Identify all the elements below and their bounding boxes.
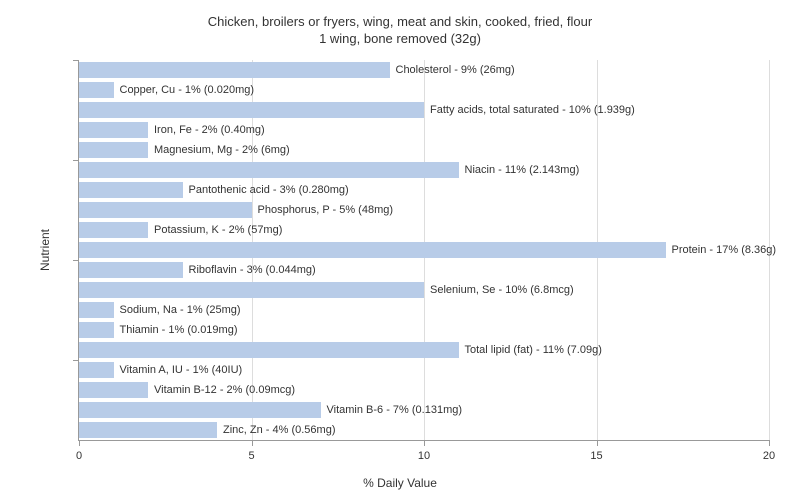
y-axis-label: Nutrient <box>38 229 52 271</box>
bar <box>79 142 148 158</box>
x-tick <box>79 440 80 446</box>
bar <box>79 222 148 238</box>
bar-label: Protein - 17% (8.36g) <box>666 242 777 258</box>
bar-label: Niacin - 11% (2.143mg) <box>459 162 580 178</box>
bar-label: Potassium, K - 2% (57mg) <box>148 222 282 238</box>
x-tick-label: 10 <box>418 450 430 462</box>
bar <box>79 282 424 298</box>
y-tick <box>73 160 79 161</box>
x-tick <box>424 440 425 446</box>
chart-title-line1: Chicken, broilers or fryers, wing, meat … <box>0 14 800 31</box>
bar <box>79 262 183 278</box>
chart-title: Chicken, broilers or fryers, wing, meat … <box>0 14 800 48</box>
x-tick-label: 0 <box>76 450 82 462</box>
bar <box>79 422 217 438</box>
bar-label: Vitamin A, IU - 1% (40IU) <box>114 362 243 378</box>
bar-label: Copper, Cu - 1% (0.020mg) <box>114 82 255 98</box>
bar <box>79 382 148 398</box>
bar-label: Selenium, Se - 10% (6.8mcg) <box>424 282 574 298</box>
bar <box>79 242 666 258</box>
chart-title-line2: 1 wing, bone removed (32g) <box>0 31 800 48</box>
bar-label: Zinc, Zn - 4% (0.56mg) <box>217 422 335 438</box>
bar-label: Riboflavin - 3% (0.044mg) <box>183 262 316 278</box>
x-tick-label: 15 <box>590 450 602 462</box>
x-tick <box>769 440 770 446</box>
plot-area: 05101520Cholesterol - 9% (26mg)Copper, C… <box>78 60 769 441</box>
x-tick <box>597 440 598 446</box>
y-tick <box>73 260 79 261</box>
bar <box>79 322 114 338</box>
y-tick <box>73 60 79 61</box>
bar <box>79 122 148 138</box>
x-axis-label: % Daily Value <box>363 476 437 490</box>
bar-label: Iron, Fe - 2% (0.40mg) <box>148 122 265 138</box>
bar <box>79 162 459 178</box>
bar-label: Phosphorus, P - 5% (48mg) <box>252 202 394 218</box>
bar <box>79 362 114 378</box>
bar <box>79 102 424 118</box>
bar-label: Pantothenic acid - 3% (0.280mg) <box>183 182 349 198</box>
bar-label: Vitamin B-6 - 7% (0.131mg) <box>321 402 463 418</box>
x-tick-label: 20 <box>763 450 775 462</box>
bar <box>79 302 114 318</box>
x-tick <box>252 440 253 446</box>
bar <box>79 62 390 78</box>
chart-container: Chicken, broilers or fryers, wing, meat … <box>0 0 800 500</box>
bar <box>79 402 321 418</box>
bar-label: Fatty acids, total saturated - 10% (1.93… <box>424 102 635 118</box>
bar-label: Sodium, Na - 1% (25mg) <box>114 302 241 318</box>
bar-label: Vitamin B-12 - 2% (0.09mcg) <box>148 382 295 398</box>
x-tick-label: 5 <box>248 450 254 462</box>
bar-label: Cholesterol - 9% (26mg) <box>390 62 515 78</box>
bar <box>79 82 114 98</box>
bar <box>79 342 459 358</box>
bar-label: Magnesium, Mg - 2% (6mg) <box>148 142 290 158</box>
bar <box>79 182 183 198</box>
bar-label: Thiamin - 1% (0.019mg) <box>114 322 238 338</box>
bar <box>79 202 252 218</box>
bar-label: Total lipid (fat) - 11% (7.09g) <box>459 342 602 358</box>
y-tick <box>73 360 79 361</box>
